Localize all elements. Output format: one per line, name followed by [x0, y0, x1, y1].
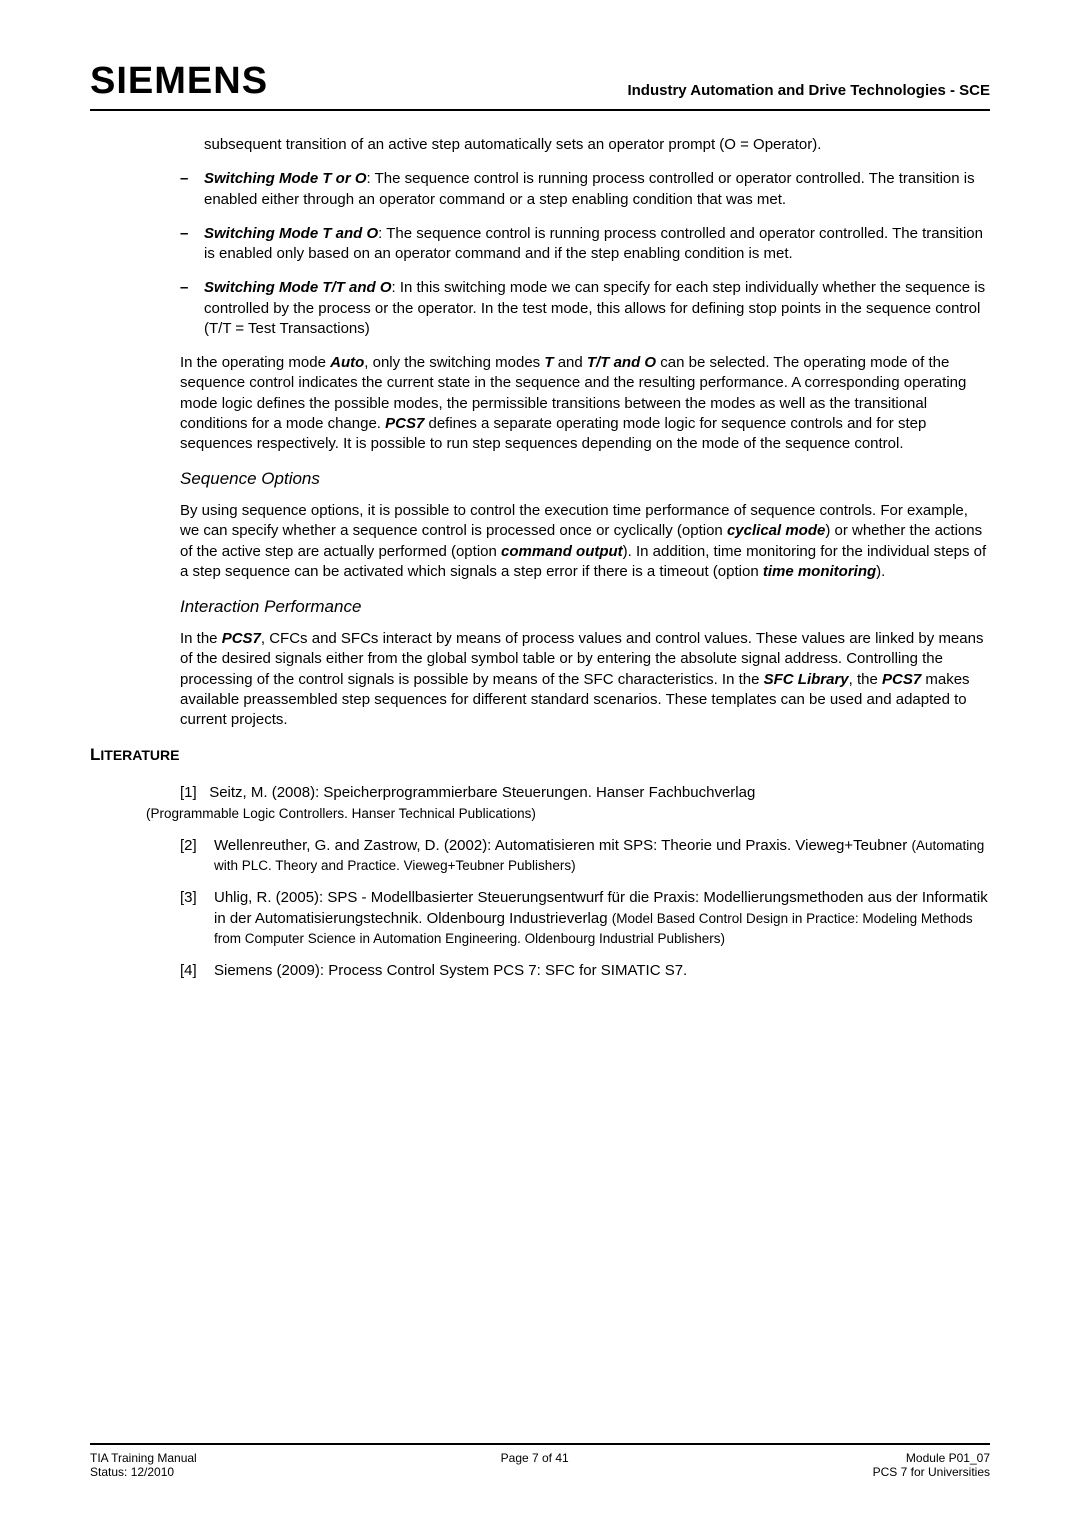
ref-text: Seitz, M. (2008): Speicherprogrammierbar… — [209, 784, 755, 801]
bullet-dash: – — [180, 169, 204, 210]
ref-text: Siemens (2009): Process Control System P… — [214, 961, 990, 981]
ref-text: Uhlig, R. (2005): SPS - Modellbasierter … — [214, 888, 990, 949]
bullet-text: Switching Mode T or O: The sequence cont… — [204, 169, 990, 210]
bullet-text: Switching Mode T/T and O: In this switch… — [204, 278, 990, 339]
literature-heading: LITERATURE — [90, 744, 990, 767]
interaction-performance-heading: Interaction Performance — [180, 596, 990, 619]
intro-continuation: subsequent transition of an active step … — [204, 135, 990, 155]
ref-num: [4] — [180, 961, 214, 981]
sequence-options-paragraph: By using sequence options, it is possibl… — [180, 501, 990, 582]
bullet-item: – Switching Mode T or O: The sequence co… — [180, 169, 990, 210]
sequence-options-heading: Sequence Options — [180, 468, 990, 491]
ref-num: [2] — [180, 836, 214, 877]
page-footer: TIA Training ManualStatus: 12/2010 Page … — [90, 1443, 990, 1479]
siemens-logo: SIEMENS — [90, 60, 268, 103]
bullet-dash: – — [180, 278, 204, 339]
bullet-dash: – — [180, 224, 204, 265]
ref-num: [3] — [180, 888, 214, 949]
bullet-text: Switching Mode T and O: The sequence con… — [204, 224, 990, 265]
footer-right: Module P01_07PCS 7 for Universities — [873, 1451, 990, 1479]
reference-item: [3] Uhlig, R. (2005): SPS - Modellbasier… — [180, 888, 990, 949]
reference-item: [4] Siemens (2009): Process Control Syst… — [180, 961, 990, 981]
header-title: Industry Automation and Drive Technologi… — [627, 82, 990, 103]
page-header: SIEMENS Industry Automation and Drive Te… — [90, 60, 990, 111]
ref-num: [1] — [180, 784, 197, 801]
footer-left: TIA Training ManualStatus: 12/2010 — [90, 1451, 197, 1479]
reference-item: [2] Wellenreuther, G. and Zastrow, D. (2… — [180, 836, 990, 877]
body-content: subsequent transition of an active step … — [180, 135, 990, 981]
ref-text: Wellenreuther, G. and Zastrow, D. (2002)… — [214, 836, 990, 877]
ref-note: (Programmable Logic Controllers. Hanser … — [146, 806, 536, 821]
auto-paragraph: In the operating mode Auto, only the swi… — [180, 353, 990, 454]
interaction-performance-paragraph: In the PCS7, CFCs and SFCs interact by m… — [180, 629, 990, 730]
bullet-item: – Switching Mode T/T and O: In this swit… — [180, 278, 990, 339]
reference-item: [1] Seitz, M. (2008): Speicherprogrammie… — [180, 783, 990, 824]
footer-center: Page 7 of 41 — [197, 1451, 873, 1479]
bullet-item: – Switching Mode T and O: The sequence c… — [180, 224, 990, 265]
